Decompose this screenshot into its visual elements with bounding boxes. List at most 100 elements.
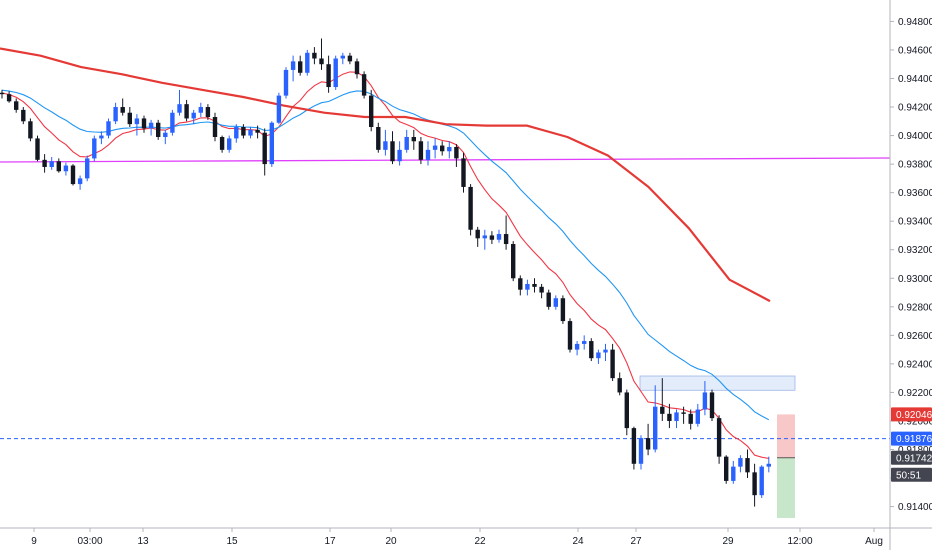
candle-body[interactable] — [596, 352, 601, 359]
candle-body[interactable] — [525, 283, 530, 290]
candle-body[interactable] — [21, 109, 26, 122]
candle-body[interactable] — [560, 298, 566, 322]
candle-body[interactable] — [283, 69, 289, 96]
candle-body[interactable] — [141, 118, 147, 129]
resistance-zone[interactable] — [639, 375, 796, 391]
candle-body[interactable] — [482, 235, 487, 239]
candle-body[interactable] — [702, 392, 708, 410]
candle-body[interactable] — [347, 55, 353, 62]
candle-body[interactable] — [709, 392, 715, 419]
candle-body[interactable] — [276, 95, 282, 123]
candle-body[interactable] — [14, 101, 19, 110]
ema-slow-line[interactable] — [1, 89, 770, 421]
candle-body[interactable] — [574, 343, 580, 350]
candle-body[interactable] — [660, 406, 665, 414]
candle-body[interactable] — [0, 92, 5, 95]
candle-body[interactable] — [148, 122, 154, 129]
candle-body[interactable] — [134, 118, 140, 125]
candle-body[interactable] — [70, 165, 76, 185]
candle-body[interactable] — [248, 129, 253, 136]
candle-body[interactable] — [653, 406, 658, 450]
candle-body[interactable] — [695, 409, 700, 424]
candle-body[interactable] — [688, 413, 693, 424]
candle-body[interactable] — [234, 127, 239, 139]
candle-body[interactable] — [511, 244, 516, 279]
candle-body[interactable] — [269, 122, 274, 165]
candle-body[interactable] — [603, 349, 608, 353]
ma-200-line[interactable] — [0, 47, 771, 303]
stop-loss-zone[interactable] — [777, 414, 795, 458]
candle-body[interactable] — [326, 64, 331, 88]
candle-body[interactable] — [28, 121, 33, 139]
candle-body[interactable] — [440, 145, 445, 152]
candle-body[interactable] — [766, 463, 771, 467]
candle-body[interactable] — [461, 158, 466, 187]
candle-body[interactable] — [290, 61, 296, 70]
candle-body[interactable] — [219, 136, 225, 150]
candle-body[interactable] — [667, 413, 672, 421]
candle-body[interactable] — [645, 438, 651, 450]
candle-body[interactable] — [731, 466, 736, 481]
candle-body[interactable] — [539, 286, 544, 293]
candle-body[interactable] — [354, 61, 360, 75]
candle-body[interactable] — [738, 458, 743, 467]
candle-body[interactable] — [6, 94, 12, 102]
candle-body[interactable] — [340, 55, 345, 59]
take-profit-zone[interactable] — [777, 457, 795, 519]
candle-body[interactable] — [361, 74, 367, 96]
candle-body[interactable] — [241, 127, 246, 136]
candle-body[interactable] — [489, 235, 495, 240]
candle-body[interactable] — [454, 146, 459, 159]
candle-body[interactable] — [312, 52, 317, 59]
candle-body[interactable] — [113, 107, 118, 122]
candle-body[interactable] — [56, 161, 61, 172]
candle-body[interactable] — [681, 412, 686, 414]
candle-body[interactable] — [674, 412, 679, 421]
candle-body[interactable] — [369, 95, 374, 128]
candle-body[interactable] — [624, 392, 629, 429]
candle-body[interactable] — [390, 141, 395, 162]
candle-body[interactable] — [106, 121, 111, 136]
candle-body[interactable] — [42, 159, 47, 167]
candle-body[interactable] — [610, 349, 615, 379]
candle-body[interactable] — [305, 52, 310, 73]
candle-body[interactable] — [745, 458, 750, 473]
candle-body[interactable] — [518, 278, 523, 290]
candle-body[interactable] — [496, 234, 502, 240]
candle-body[interactable] — [546, 292, 551, 307]
horizontal-support-line[interactable] — [0, 157, 891, 163]
candle-body[interactable] — [212, 117, 218, 137]
candle-body[interactable] — [447, 146, 452, 152]
candle-body[interactable] — [163, 132, 168, 137]
candle-body[interactable] — [411, 136, 416, 142]
candle-body[interactable] — [376, 127, 381, 150]
candle-body[interactable] — [553, 298, 558, 307]
candle-body[interactable] — [333, 58, 338, 88]
candle-body[interactable] — [383, 141, 388, 150]
candle-body[interactable] — [156, 122, 161, 137]
candle-body[interactable] — [589, 341, 594, 359]
candle-body[interactable] — [177, 104, 182, 113]
candle-body[interactable] — [432, 145, 438, 150]
candle-body[interactable] — [63, 165, 69, 172]
candle-body[interactable] — [92, 138, 97, 159]
candle-body[interactable] — [425, 149, 431, 160]
candle-body[interactable] — [724, 456, 729, 481]
candle-body[interactable] — [397, 149, 402, 162]
candle-body[interactable] — [127, 112, 132, 125]
candle-body[interactable] — [759, 466, 764, 496]
candle-body[interactable] — [319, 58, 324, 65]
candle-body[interactable] — [77, 178, 83, 185]
candle-body[interactable] — [85, 158, 90, 179]
candle-body[interactable] — [227, 138, 232, 150]
candle-body[interactable] — [255, 129, 260, 133]
candle-body[interactable] — [631, 428, 637, 464]
ema-fast-line[interactable] — [1, 71, 769, 459]
candle-body[interactable] — [198, 107, 203, 113]
candle-body[interactable] — [418, 141, 424, 160]
candle-body[interactable] — [638, 438, 644, 464]
candle-body[interactable] — [184, 104, 189, 119]
candle-body[interactable] — [475, 229, 480, 239]
